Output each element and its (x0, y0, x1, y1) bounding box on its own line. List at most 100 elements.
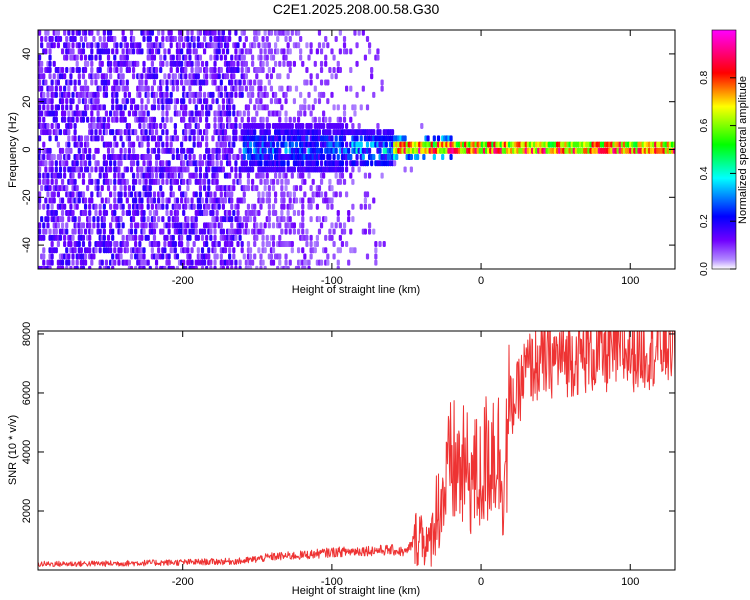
heatmap-cell (284, 228, 288, 235)
heatmap-cell (102, 35, 106, 42)
heatmap-cell (161, 228, 165, 235)
heatmap-cell (267, 216, 271, 223)
heatmap-cell (340, 166, 345, 173)
heatmap-cell (334, 172, 338, 179)
heatmap-cell (136, 209, 140, 216)
heatmap-cell (92, 35, 96, 42)
heatmap-cell (157, 241, 161, 248)
heatmap-cell (146, 147, 150, 154)
heatmap-cell (106, 185, 111, 192)
heatmap-cell (347, 259, 351, 266)
heatmap-cell (244, 73, 248, 80)
heatmap-cell (301, 60, 305, 67)
colorbar-tick-label: 0.2 (699, 214, 710, 228)
heatmap-cell (200, 247, 205, 254)
heatmap-cell (175, 178, 180, 185)
heatmap-cell (217, 147, 221, 154)
heatmap-cell (104, 160, 109, 167)
heatmap-cell (161, 60, 165, 67)
heatmap-cell (363, 54, 368, 61)
heatmap-cell (205, 116, 209, 123)
heatmap-cell (111, 104, 115, 111)
heatmap-cell (161, 129, 165, 136)
heatmap-cell (98, 35, 102, 42)
heatmap-cell (140, 141, 144, 148)
heatmap-cell (248, 48, 253, 55)
heatmap-cell (136, 104, 140, 111)
heatmap-cell (282, 216, 286, 223)
heatmap-cell (81, 154, 86, 161)
heatmap-cell (309, 203, 313, 210)
heatmap-cell (184, 110, 188, 117)
heatmap-cell (192, 141, 196, 148)
heatmap-cell (336, 209, 340, 216)
heatmap-cell (338, 30, 342, 36)
heatmap-cell (198, 98, 203, 105)
heatmap-cell (223, 129, 228, 136)
heatmap-cell (173, 172, 177, 179)
heatmap-cell (303, 191, 307, 198)
heatmap-cell (48, 48, 52, 55)
heatmap-cell (167, 216, 171, 223)
heatmap-cell (296, 116, 301, 123)
heatmap-cell (65, 222, 69, 229)
heatmap-cell (83, 35, 88, 42)
heatmap-cell (261, 60, 265, 67)
heatmap-cell (81, 241, 86, 248)
heatmap-cell (288, 116, 292, 123)
heatmap-cell (154, 73, 159, 80)
heatmap-cell (301, 209, 305, 216)
heatmap-cell (340, 141, 345, 148)
figure-title: C2E1.2025.208.00.58.G30 (273, 1, 440, 17)
heatmap-cell (263, 247, 267, 254)
heatmap-cell (180, 234, 184, 241)
heatmap-cell (372, 129, 376, 136)
heatmap-cell (307, 54, 311, 61)
heatmap-cell (253, 253, 257, 260)
heatmap-cell (672, 141, 675, 148)
heatmap-cell (115, 141, 119, 148)
heatmap-cell (230, 91, 234, 98)
heatmap-cell (81, 73, 86, 80)
heatmap-cell (50, 35, 54, 42)
heatmap-cell (223, 197, 228, 204)
heatmap-cell (186, 185, 190, 192)
heatmap-cell (75, 104, 79, 111)
heatmap-cell (136, 160, 140, 167)
heatmap-cell (77, 79, 81, 86)
heatmap-cell (213, 67, 217, 74)
heatmap-cell (40, 185, 44, 192)
heatmap-cell (198, 54, 203, 61)
heatmap-cell (219, 160, 223, 167)
heatmap-cell (322, 154, 326, 161)
heatmap-cell (217, 154, 221, 161)
heatmap-cell (200, 104, 205, 111)
heatmap-cell (296, 209, 301, 216)
heatmap-cell (148, 265, 152, 269)
heatmap-cell (261, 228, 265, 235)
heatmap-cell (317, 129, 322, 136)
heatmap-cell (161, 216, 165, 223)
heatmap-cell (248, 247, 253, 254)
heatmap-cell (119, 216, 123, 223)
heatmap-cell (301, 160, 305, 167)
heatmap-cell (177, 110, 182, 117)
heatmap-cell (334, 222, 338, 229)
heatmap-cell (232, 104, 236, 111)
heatmap-cell (52, 42, 56, 49)
heatmap-cell (338, 234, 342, 241)
heatmap-cell (309, 110, 313, 117)
heatmap-cell (230, 216, 234, 223)
heatmap-cell (38, 30, 42, 36)
heatmap-cell (81, 42, 86, 49)
heatmap-cell (336, 104, 340, 111)
heatmap-cell (200, 197, 205, 204)
heatmap-cell (200, 110, 205, 117)
heatmap-cell (259, 160, 263, 167)
heatmap-cell (71, 98, 75, 105)
heatmap-cell (301, 197, 305, 204)
heatmap-cell (83, 67, 88, 74)
heatmap-cell (284, 185, 288, 192)
heatmap-cell (48, 135, 52, 142)
heatmap-cell (351, 122, 355, 129)
